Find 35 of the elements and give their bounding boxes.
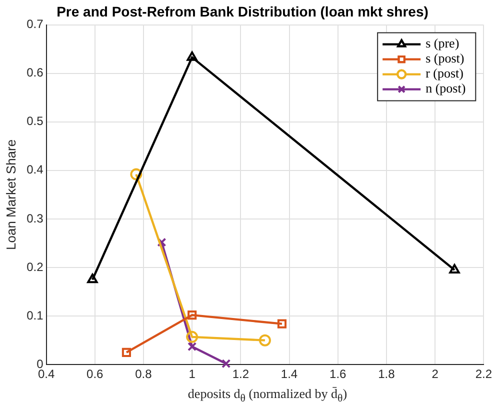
legend-label: n (post) <box>426 80 466 96</box>
point <box>122 348 132 357</box>
x-axis-title: deposits d$_{θ}$ (normalized by d̄$_{θ}$) <box>186 386 348 405</box>
point <box>188 342 197 352</box>
x-tick-label: 1.4 <box>280 367 298 382</box>
point <box>449 264 460 274</box>
x-tick-label: 0.8 <box>135 367 152 382</box>
point <box>186 51 198 61</box>
x-tick-label: 1 <box>188 367 196 382</box>
chart-title: Pre and Post-Refrom Bank Distribution (loan mkt shres) <box>56 3 428 20</box>
y-tick-label: 0.6 <box>26 66 44 80</box>
y-tick-label: 0.3 <box>26 211 44 226</box>
x-tick-label: 0.6 <box>86 367 104 382</box>
legend-label: r (post) <box>426 66 464 81</box>
x-tick-label: 1.8 <box>378 367 396 382</box>
x-tick-label: 2.2 <box>475 367 492 382</box>
y-axis-title: Loan Market Share <box>3 139 18 250</box>
point <box>222 359 231 368</box>
point <box>186 330 198 343</box>
y-tick-label: 0.1 <box>26 308 44 322</box>
point <box>277 319 287 328</box>
point <box>188 310 197 320</box>
x-tick-label: 2 <box>432 367 439 382</box>
y-tick-label: 0.2 <box>26 260 44 274</box>
point <box>157 238 166 247</box>
legend-label: s (post) <box>426 50 464 66</box>
point <box>258 334 271 346</box>
x-tick-label: 1.2 <box>232 367 250 382</box>
legend-label: s (pre) <box>426 36 460 51</box>
y-tick-label: 0.5 <box>26 114 44 128</box>
point <box>87 274 98 284</box>
point <box>130 168 142 180</box>
y-tick-label: 0.4 <box>26 162 44 177</box>
x-tick-label: 1.6 <box>330 367 347 382</box>
y-tick-label: 0.7 <box>26 17 44 32</box>
